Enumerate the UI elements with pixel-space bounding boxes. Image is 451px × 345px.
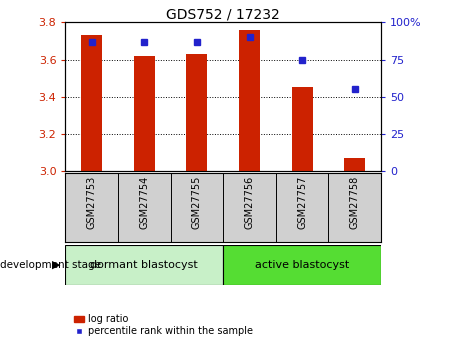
Bar (292, 87, 313, 171)
Bar (65, 245, 223, 285)
Bar (344, 158, 365, 171)
Bar (81, 36, 102, 171)
Text: GSM27757: GSM27757 (297, 176, 307, 229)
Bar (223, 245, 381, 285)
Text: GSM27754: GSM27754 (139, 176, 149, 229)
Legend: log ratio, percentile rank within the sample: log ratio, percentile rank within the sa… (70, 310, 257, 340)
Text: GSM27755: GSM27755 (192, 176, 202, 229)
Bar (239, 30, 260, 171)
Text: GSM27753: GSM27753 (87, 176, 97, 229)
Text: active blastocyst: active blastocyst (255, 260, 349, 270)
Bar (134, 56, 155, 171)
Title: GDS752 / 17232: GDS752 / 17232 (166, 7, 280, 21)
Text: dormant blastocyst: dormant blastocyst (91, 260, 198, 270)
Text: GSM27756: GSM27756 (244, 176, 254, 229)
Text: ▶: ▶ (52, 260, 60, 270)
Bar (186, 54, 207, 171)
Text: GSM27758: GSM27758 (350, 176, 360, 229)
Text: development stage: development stage (0, 260, 101, 270)
